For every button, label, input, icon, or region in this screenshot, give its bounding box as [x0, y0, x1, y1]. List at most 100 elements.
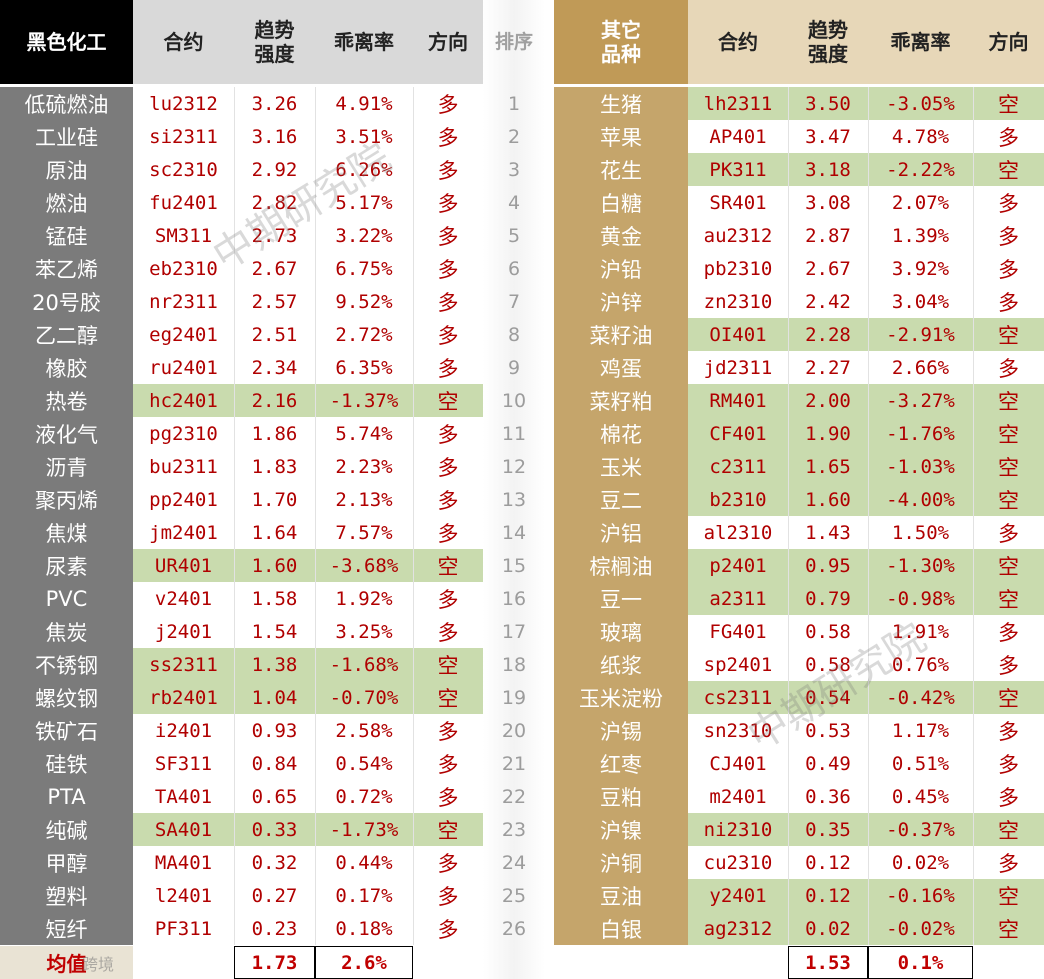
right-deviation-rate: 0.51%	[891, 752, 950, 775]
left-trend-strength: 0.32	[251, 851, 298, 874]
rank-number: 26	[501, 917, 527, 940]
source-watermark: 跨境	[81, 955, 114, 974]
left-contract-code: UR401	[133, 549, 234, 582]
right-trend-strength: 0.95	[788, 549, 868, 582]
left-deviation-rate: 0.54%	[335, 752, 393, 775]
right-product-name: 生猪	[554, 87, 688, 120]
left-contract-code: pg2310	[149, 422, 218, 445]
rank-header: 排序	[494, 31, 533, 53]
rank-number: 2	[507, 125, 521, 148]
left-contract-code: nr2311	[149, 290, 218, 313]
left-product-name: 燃油	[0, 186, 133, 219]
left-trend-strength: 3.16	[251, 125, 298, 148]
right-product-name: 沪铅	[554, 252, 688, 285]
left-deviation-rate: 2.23%	[335, 455, 393, 478]
left-deviation-rate: 7.57%	[335, 521, 393, 544]
left-direction: 多	[437, 257, 459, 282]
left-deviation-rate: 0.72%	[335, 785, 393, 808]
right-contract-code: al2310	[703, 521, 773, 544]
right-contract-code: lh2311	[688, 87, 788, 120]
left-strength-header: 趋势 强度	[234, 0, 315, 84]
right-contract-code: zn2310	[703, 290, 773, 313]
left-contract-code: SM311	[154, 224, 213, 247]
left-product-name: PTA	[0, 780, 133, 813]
left-trend-strength: 1.58	[251, 587, 298, 610]
left-product-name: 螺纹钢	[0, 681, 133, 714]
column-separator	[868, 87, 869, 945]
right-product-name: 沪镍	[554, 813, 688, 846]
right-product-name: 红枣	[554, 747, 688, 780]
rank-number: 14	[501, 521, 527, 544]
right-trend-strength: 2.27	[805, 356, 851, 379]
right-product-name: 沪锡	[554, 714, 688, 747]
right-trend-strength: 0.36	[805, 785, 851, 808]
left-deviation-rate: 6.35%	[335, 356, 393, 379]
left-average-strength: 1.73	[234, 946, 315, 979]
right-direction: 多	[998, 719, 1019, 744]
right-product-name: 苹果	[554, 120, 688, 153]
left-direction: 多	[437, 752, 459, 777]
right-average-deviation: 0.1%	[868, 946, 973, 979]
right-product-name: 棕榈油	[554, 549, 688, 582]
left-direction: 空	[413, 681, 483, 714]
left-product-name: 乙二醇	[0, 318, 133, 351]
left-contract-header: 合约	[133, 0, 234, 84]
right-direction: 空	[973, 879, 1044, 912]
left-contract-code: eb2310	[149, 257, 218, 280]
left-trend-strength: 2.67	[251, 257, 298, 280]
left-contract-code: hc2401	[133, 384, 234, 417]
right-deviation-rate: -0.16%	[868, 879, 973, 912]
right-contract-code: cs2311	[688, 681, 788, 714]
left-product-name: 铁矿石	[0, 714, 133, 747]
left-strength-header-l1: 趋势	[254, 18, 295, 42]
right-trend-strength: 3.08	[805, 191, 851, 214]
rank-number: 9	[507, 356, 521, 379]
left-direction: 多	[437, 125, 459, 150]
rank-number: 6	[507, 257, 521, 280]
left-product-name: 塑料	[0, 879, 133, 912]
rank-number: 17	[501, 620, 527, 643]
right-contract-code: y2401	[688, 879, 788, 912]
right-product-name: 黄金	[554, 219, 688, 252]
rank-number: 12	[501, 455, 527, 478]
left-direction: 空	[413, 813, 483, 846]
left-trend-strength: 1.64	[251, 521, 298, 544]
left-deviation-rate: 2.13%	[335, 488, 393, 511]
left-contract-code: v2401	[154, 587, 213, 610]
right-direction: 空	[973, 417, 1044, 450]
left-trend-strength: 1.38	[234, 648, 315, 681]
left-contract-code: pp2401	[149, 488, 218, 511]
right-contract-code: p2401	[688, 549, 788, 582]
left-product-name: 20号胶	[0, 285, 133, 318]
right-product-name: 豆二	[554, 483, 688, 516]
left-contract-code: rb2401	[133, 681, 234, 714]
left-deviation-rate: 0.17%	[335, 884, 393, 907]
right-group-header: 其它 品种	[554, 0, 688, 84]
rank-number: 11	[501, 422, 527, 445]
left-trend-strength: 0.65	[251, 785, 298, 808]
right-direction-header: 方向	[973, 0, 1044, 84]
right-trend-strength: 3.47	[805, 125, 851, 148]
right-contract-code: sp2401	[703, 653, 773, 676]
right-trend-strength: 2.67	[805, 257, 851, 280]
left-deviation-rate: 3.25%	[335, 620, 393, 643]
right-contract-code: ni2310	[688, 813, 788, 846]
rank-number: 22	[501, 785, 527, 808]
left-direction: 多	[437, 719, 459, 744]
left-contract-code: PF311	[154, 917, 213, 940]
rank-number: 15	[501, 554, 527, 577]
left-direction: 多	[437, 92, 459, 117]
left-contract-code: si2311	[149, 125, 218, 148]
right-direction: 多	[998, 851, 1019, 876]
left-direction: 多	[437, 587, 459, 612]
right-direction: 空	[973, 912, 1044, 945]
right-contract-code: sn2310	[703, 719, 773, 742]
left-deviation-rate: 2.72%	[335, 323, 393, 346]
right-deviation-rate: -0.37%	[868, 813, 973, 846]
left-product-name: 焦炭	[0, 615, 133, 648]
left-trend-strength: 1.70	[251, 488, 298, 511]
left-deviation-rate: 6.26%	[335, 158, 393, 181]
right-deviation-rate: 4.78%	[891, 125, 950, 148]
right-direction: 多	[998, 290, 1019, 315]
right-product-name: 豆粕	[554, 780, 688, 813]
